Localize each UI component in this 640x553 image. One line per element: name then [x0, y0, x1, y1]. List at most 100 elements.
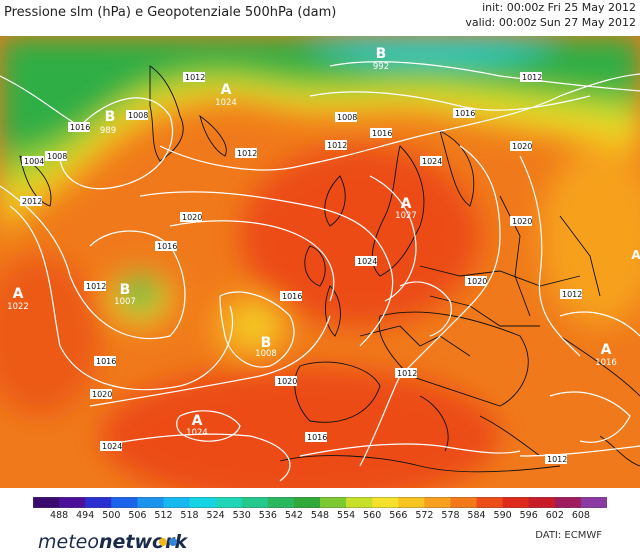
colorbar [33, 497, 607, 508]
colorbar-tick-label: 548 [310, 510, 330, 521]
colorbar-tick-label: 608 [571, 510, 590, 521]
isobar-label: 1016 [94, 356, 116, 366]
svg-text:A: A [13, 286, 24, 302]
pressure-centers: A 1024 B 992 B 989 A 1027 B 1007 A 1022 … [7, 46, 640, 438]
svg-text:B: B [105, 109, 116, 125]
svg-text:1020: 1020 [277, 377, 297, 386]
isobar-label: 1020 [465, 276, 487, 286]
svg-text:1022: 1022 [7, 302, 29, 312]
svg-text:A: A [192, 413, 203, 429]
svg-text:1012: 1012 [327, 141, 347, 150]
colorbar-cell [241, 497, 269, 508]
isobar-label: 1024 [420, 156, 442, 166]
isobar-label: 1024 [355, 256, 377, 266]
svg-text:1024: 1024 [102, 442, 122, 451]
isobar-label: 1016 [280, 291, 302, 301]
svg-text:1016: 1016 [455, 109, 475, 118]
isobar-label: 1016 [305, 432, 327, 442]
svg-text:1020: 1020 [512, 142, 532, 151]
isobar-label: 1008 [335, 112, 357, 122]
svg-text:A: A [221, 82, 232, 98]
isobar-label: 1016 [370, 128, 392, 138]
svg-text:1020: 1020 [467, 277, 487, 286]
svg-text:1012: 1012 [397, 369, 417, 378]
isobar-label: 1016 [155, 241, 177, 251]
colorbar-cell [293, 497, 321, 508]
isobar-label: 1012 [235, 148, 257, 158]
isobar-label: 2012 [20, 196, 42, 206]
svg-text:1008: 1008 [255, 349, 277, 359]
isobar-label: 1012 [84, 281, 106, 291]
svg-text:A: A [401, 196, 412, 212]
isobar-label: 1020 [510, 141, 532, 151]
svg-text:1012: 1012 [86, 282, 106, 291]
svg-text:B: B [120, 282, 131, 298]
low-center: B 989 [100, 109, 116, 136]
low-center: B 992 [373, 46, 389, 72]
colorbar-tick-label: 512 [154, 510, 173, 521]
svg-text:1016: 1016 [372, 129, 392, 138]
svg-text:1012: 1012 [562, 290, 582, 299]
colorbar-tick-label: 566 [389, 510, 408, 521]
colorbar-cell [476, 497, 504, 508]
colorbar-cell [502, 497, 530, 508]
colorbar-cell [450, 497, 478, 508]
isobar-label: 1012 [325, 140, 347, 150]
meteonetwork-logo: meteonetwork [38, 531, 188, 553]
svg-text:1007: 1007 [114, 297, 136, 307]
colorbar-cell [85, 497, 112, 508]
colorbar-tick-label: 554 [337, 510, 356, 521]
svg-text:A: A [601, 342, 612, 358]
isobar-labels: 1008 1012 1016 1008 1004 2012 1012 1008 … [20, 72, 582, 464]
coastlines-borders [19, 65, 640, 473]
svg-text:989: 989 [100, 126, 116, 136]
svg-text:1027: 1027 [395, 211, 417, 221]
isobar-label: 1008 [45, 151, 67, 161]
isobars [0, 61, 640, 482]
colorbar-tick-label: 506 [128, 510, 147, 521]
header: Pressione slm (hPa) e Geopotenziale 500h… [0, 0, 640, 34]
svg-text:1008: 1008 [128, 111, 148, 120]
colorbar-cell [215, 497, 243, 508]
isobar-label: 1012 [560, 289, 582, 299]
high-center: A 1022 [7, 286, 29, 312]
svg-text:A: A [631, 248, 640, 262]
colorbar-tick-label: 500 [102, 510, 121, 521]
colorbar-tick-label: 518 [180, 510, 199, 521]
isobar-label: 1008 [126, 110, 148, 120]
svg-text:1024: 1024 [357, 257, 377, 266]
colorbar-cell [346, 497, 373, 508]
colorbar-cell [111, 497, 138, 508]
high-center: A 1024 [186, 413, 208, 438]
isobar-label: 1012 [520, 72, 542, 82]
colorbar-tick-label: 602 [545, 510, 564, 521]
colorbar-tick-label: 578 [441, 510, 460, 521]
isobar-label: 1020 [180, 212, 202, 222]
weather-map: 1008 1012 1016 1008 1004 2012 1012 1008 … [0, 36, 640, 488]
colorbar-tick-label: 596 [519, 510, 538, 521]
svg-text:992: 992 [373, 62, 389, 72]
svg-text:1004: 1004 [24, 157, 44, 166]
high-center: A 1024 [215, 82, 237, 108]
high-center: A 1016 [595, 342, 617, 368]
data-credit: DATI: ECMWF [535, 530, 602, 541]
low-center: B 1007 [114, 282, 136, 307]
colorbar-cell [528, 497, 556, 508]
colorbar-tick-label: 488 [50, 510, 69, 521]
svg-text:1016: 1016 [70, 123, 90, 132]
colorbar-ticks: 488 494 500 506 512 518 524 530 536 542 548 554 560 5… [33, 510, 607, 524]
colorbar-tick-label: 494 [76, 510, 95, 521]
colorbar-cell [372, 497, 399, 508]
valid-time: valid: 00:00z Sun 27 May 2012 [465, 16, 636, 29]
isobar-label: 1012 [183, 72, 205, 82]
svg-text:1024: 1024 [186, 428, 208, 438]
svg-text:B: B [261, 335, 272, 351]
high-center-edge: A [631, 248, 640, 262]
svg-text:1016: 1016 [282, 292, 302, 301]
svg-text:1016: 1016 [595, 358, 617, 368]
colorbar-tick-label: 560 [363, 510, 382, 521]
high-center: A 1027 [395, 196, 417, 221]
svg-text:1020: 1020 [182, 213, 202, 222]
colorbar-cell [137, 497, 164, 508]
svg-text:1012: 1012 [547, 455, 567, 464]
